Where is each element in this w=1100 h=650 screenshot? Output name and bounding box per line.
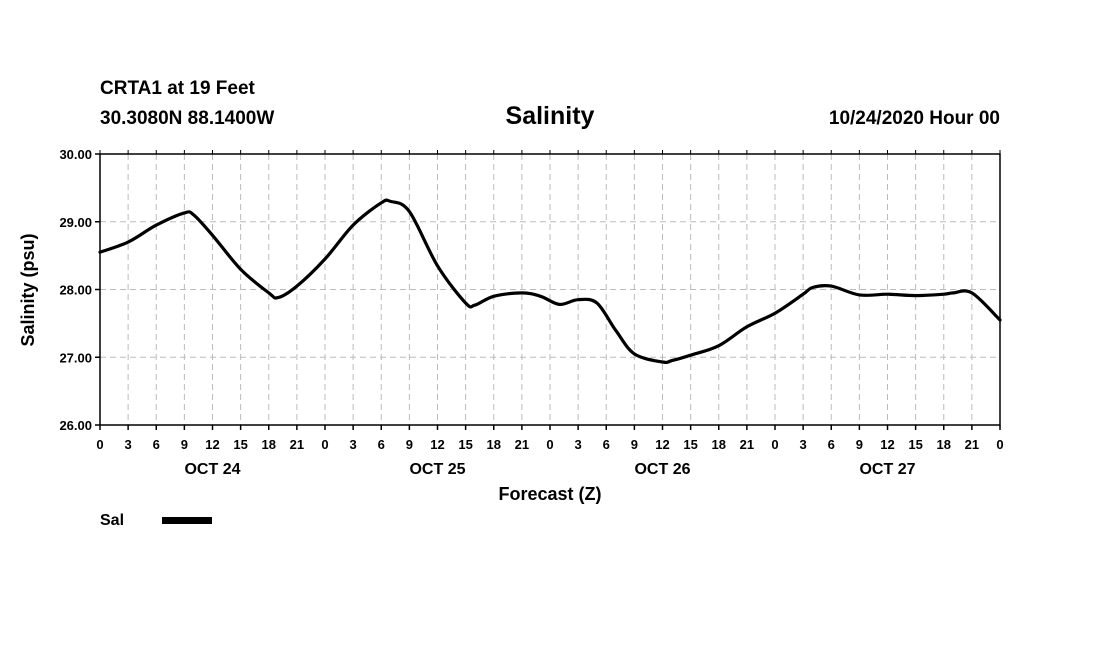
x-axis-label: Forecast (Z) — [498, 484, 601, 504]
x-tick-label: 0 — [996, 437, 1003, 452]
x-tick-label: 12 — [655, 437, 669, 452]
y-tick-label: 26.00 — [59, 418, 92, 433]
day-label: OCT 26 — [634, 461, 690, 478]
day-label: OCT 24 — [184, 461, 240, 478]
x-tick-label: 3 — [800, 437, 807, 452]
chart-title: Salinity — [506, 102, 595, 130]
x-tick-label: 21 — [740, 437, 754, 452]
x-tick-label: 21 — [965, 437, 979, 452]
grid — [100, 154, 1000, 425]
x-tick-label: 9 — [406, 437, 413, 452]
x-tick-label: 18 — [712, 437, 726, 452]
series — [98, 198, 1002, 365]
legend: Sal — [100, 512, 212, 529]
day-labels: OCT 24 OCT 25 OCT 26 OCT 27 — [184, 461, 915, 478]
y-axis-label: Salinity (psu) — [18, 233, 38, 346]
x-tick-label: 21 — [290, 437, 304, 452]
x-tick-label: 0 — [546, 437, 553, 452]
y-tick-label: 28.00 — [59, 283, 92, 298]
x-tick-label: 9 — [856, 437, 863, 452]
x-tick-label: 15 — [233, 437, 247, 452]
x-tick-label: 0 — [96, 437, 103, 452]
x-tick-label: 18 — [937, 437, 951, 452]
x-tick-label: 12 — [205, 437, 219, 452]
x-tick-label: 6 — [828, 437, 835, 452]
y-tick-label: 30.00 — [59, 147, 92, 162]
x-tick-label: 6 — [153, 437, 160, 452]
forecast-datetime: 10/24/2020 Hour 00 — [829, 108, 1000, 129]
day-label: OCT 27 — [859, 461, 915, 478]
coordinates-label: 30.3080N 88.1400W — [100, 108, 274, 129]
y-tick-label: 29.00 — [59, 215, 92, 230]
x-tick-label: 3 — [575, 437, 582, 452]
x-tick-label: 18 — [487, 437, 501, 452]
series-line-sal — [98, 198, 1002, 365]
x-tick-label: 12 — [880, 437, 894, 452]
x-tick-label: 3 — [125, 437, 132, 452]
x-tick-label: 12 — [430, 437, 444, 452]
x-tick-label: 18 — [262, 437, 276, 452]
x-axis: 0 3 6 9 12 15 18 21 0 3 6 9 12 15 18 21 0 3 6 9 12 15 18 21 0 3 6 9… — [96, 150, 1004, 452]
y-tick-label: 27.00 — [59, 350, 92, 365]
x-tick-label: 3 — [350, 437, 357, 452]
x-tick-label: 9 — [631, 437, 638, 452]
y-axis: 26.00 27.00 28.00 29.00 30.00 — [59, 147, 100, 433]
legend-label: Sal — [100, 512, 124, 529]
day-label: OCT 25 — [409, 461, 465, 478]
x-tick-label: 15 — [908, 437, 922, 452]
station-label: CRTA1 at 19 Feet — [100, 78, 256, 99]
legend-swatch — [162, 517, 212, 524]
x-tick-label: 6 — [378, 437, 385, 452]
x-tick-label: 0 — [771, 437, 778, 452]
x-tick-label: 15 — [458, 437, 472, 452]
x-tick-label: 0 — [321, 437, 328, 452]
x-tick-label: 15 — [683, 437, 697, 452]
x-tick-label: 9 — [181, 437, 188, 452]
x-tick-label: 6 — [603, 437, 610, 452]
x-tick-label: 21 — [515, 437, 529, 452]
